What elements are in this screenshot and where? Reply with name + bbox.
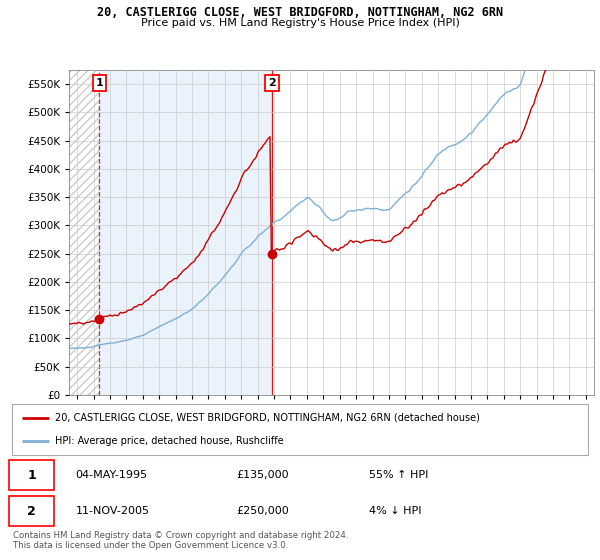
Bar bbox=[272, 70, 594, 395]
Text: 1: 1 bbox=[95, 78, 103, 88]
Text: 04-MAY-1995: 04-MAY-1995 bbox=[76, 470, 148, 480]
Text: 11-NOV-2005: 11-NOV-2005 bbox=[76, 506, 149, 516]
Text: 2: 2 bbox=[27, 505, 36, 518]
Bar bbox=[69, 70, 99, 395]
Text: 20, CASTLERIGG CLOSE, WEST BRIDGFORD, NOTTINGHAM, NG2 6RN (detached house): 20, CASTLERIGG CLOSE, WEST BRIDGFORD, NO… bbox=[55, 413, 480, 423]
Text: 4% ↓ HPI: 4% ↓ HPI bbox=[369, 506, 422, 516]
Bar bbox=[99, 70, 272, 395]
Text: 2: 2 bbox=[268, 78, 276, 88]
Text: HPI: Average price, detached house, Rushcliffe: HPI: Average price, detached house, Rush… bbox=[55, 436, 284, 446]
Text: 1: 1 bbox=[27, 469, 36, 482]
Text: Contains HM Land Registry data © Crown copyright and database right 2024.
This d: Contains HM Land Registry data © Crown c… bbox=[13, 531, 349, 550]
Text: Price paid vs. HM Land Registry's House Price Index (HPI): Price paid vs. HM Land Registry's House … bbox=[140, 18, 460, 28]
Text: £250,000: £250,000 bbox=[236, 506, 289, 516]
FancyBboxPatch shape bbox=[12, 404, 588, 455]
FancyBboxPatch shape bbox=[9, 460, 54, 490]
FancyBboxPatch shape bbox=[9, 496, 54, 526]
Text: £135,000: £135,000 bbox=[236, 470, 289, 480]
Text: 55% ↑ HPI: 55% ↑ HPI bbox=[369, 470, 428, 480]
Text: 20, CASTLERIGG CLOSE, WEST BRIDGFORD, NOTTINGHAM, NG2 6RN: 20, CASTLERIGG CLOSE, WEST BRIDGFORD, NO… bbox=[97, 6, 503, 18]
